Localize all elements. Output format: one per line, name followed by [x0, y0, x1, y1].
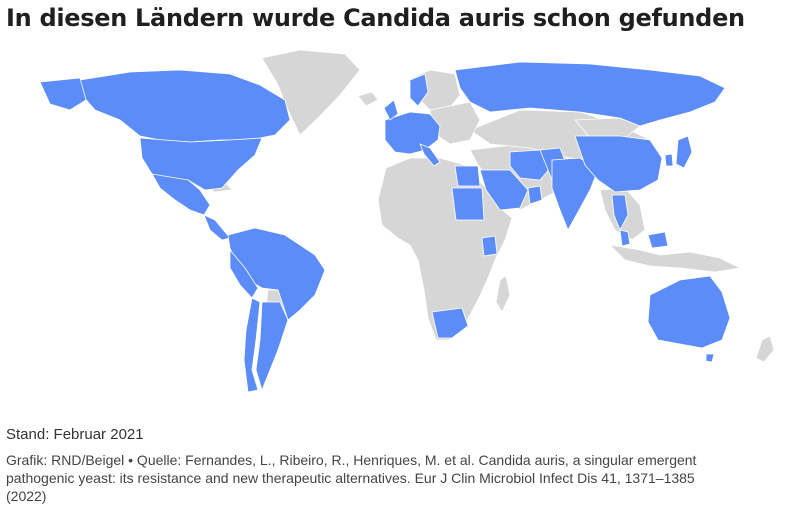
region-canada — [79, 69, 291, 143]
region-australia — [647, 275, 731, 349]
region-sudan — [451, 187, 485, 221]
world-map — [39, 49, 775, 393]
map-title: In diesen Ländern wurde Candida auris sc… — [6, 4, 745, 32]
region-saudi-arabia — [479, 169, 529, 211]
region-egypt — [454, 165, 481, 187]
region-china — [574, 135, 663, 193]
region-chile — [243, 297, 261, 393]
region-italy — [419, 143, 441, 167]
credit-line: Grafik: RND/Beigel • Quelle: Fernandes, … — [6, 452, 697, 468]
region-south-africa — [431, 307, 469, 339]
region-russia — [454, 61, 726, 127]
region-central-america — [203, 214, 231, 241]
region-mongolia — [574, 117, 641, 139]
source-credit: Grafik: RND/Beigel • Quelle: Fernandes, … — [6, 451, 796, 505]
region-argentina — [255, 301, 289, 392]
region-japan — [675, 135, 693, 169]
region-iceland — [357, 91, 379, 107]
credit-line: (2022) — [6, 488, 47, 504]
region-oman-uae — [527, 185, 543, 205]
credit-line: pathogenic yeast: its resistance and new… — [6, 470, 695, 486]
region-norway — [409, 73, 429, 107]
region-western-europe — [384, 111, 441, 155]
region-uk — [383, 99, 399, 121]
status-date: Stand: Februar 2021 — [6, 426, 144, 443]
region-thailand — [611, 194, 629, 231]
map-footer: Stand: Februar 2021 Grafik: RND/Beigel •… — [6, 426, 796, 505]
region-south-korea — [664, 153, 674, 167]
region-madagascar — [495, 275, 511, 313]
region-borneo — [647, 231, 669, 249]
region-kenya — [481, 235, 498, 257]
region-tasmania — [705, 353, 715, 363]
region-new-zealand — [755, 335, 775, 363]
region-indonesia — [608, 244, 742, 273]
region-alaska — [39, 77, 87, 111]
region-greenland — [261, 49, 361, 136]
region-malaysia — [619, 229, 631, 247]
